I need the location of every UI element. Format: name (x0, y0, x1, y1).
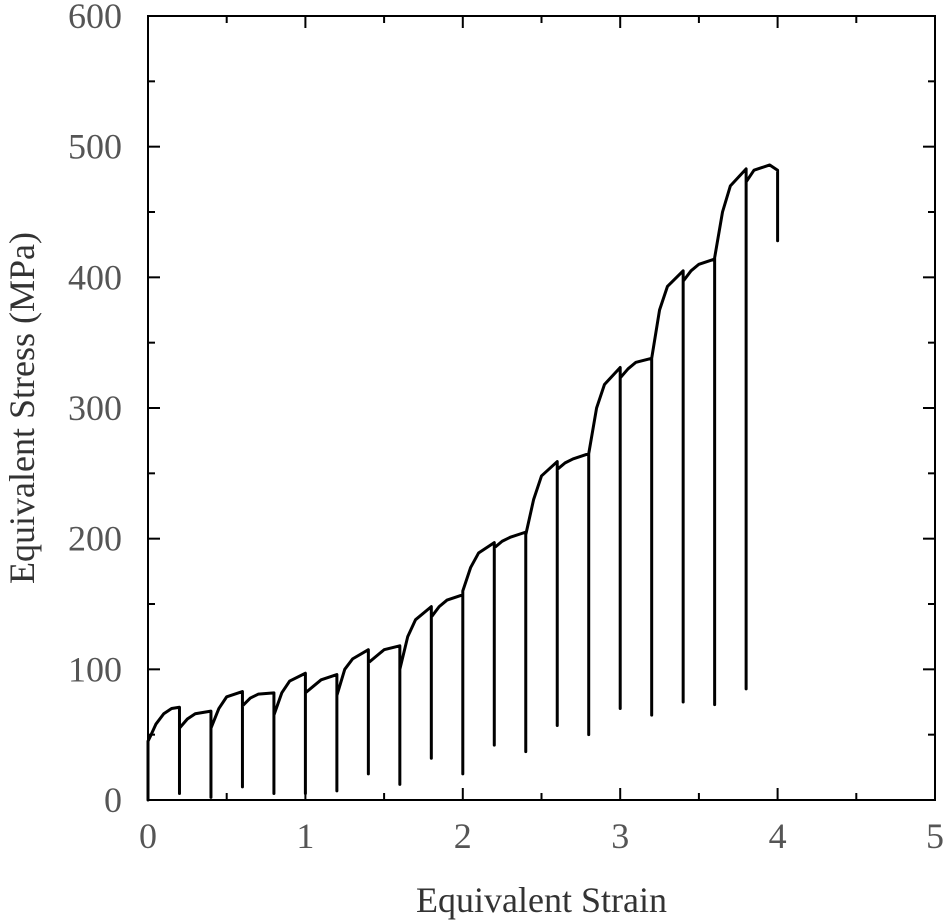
y-tick-label: 300 (68, 388, 122, 428)
y-tick-label: 600 (68, 0, 122, 36)
plot-frame (147, 15, 936, 801)
y-axis-label: Equivalent Stress (MPa) (2, 232, 42, 584)
y-tick-label: 100 (68, 649, 122, 689)
x-tick-label: 1 (296, 816, 314, 856)
x-axis-label: Equivalent Strain (416, 880, 667, 920)
x-tick-label: 2 (454, 816, 472, 856)
plot-border (147, 15, 936, 801)
x-tick-label: 4 (769, 816, 787, 856)
y-tick-label: 500 (68, 127, 122, 167)
x-tick-label: 5 (926, 816, 944, 856)
x-tick-label: 0 (139, 816, 157, 856)
y-tick-label: 0 (104, 780, 122, 820)
series-layer (146, 163, 780, 802)
series-line (146, 163, 780, 802)
axis-tick-labels: 0 1 2 3 4 5 0 100 200 300 400 500 600 (68, 0, 944, 856)
x-tick-label: 3 (611, 816, 629, 856)
y-tick-label: 200 (68, 519, 122, 559)
y-tick-label: 400 (68, 257, 122, 297)
axis-ticks (147, 15, 936, 801)
